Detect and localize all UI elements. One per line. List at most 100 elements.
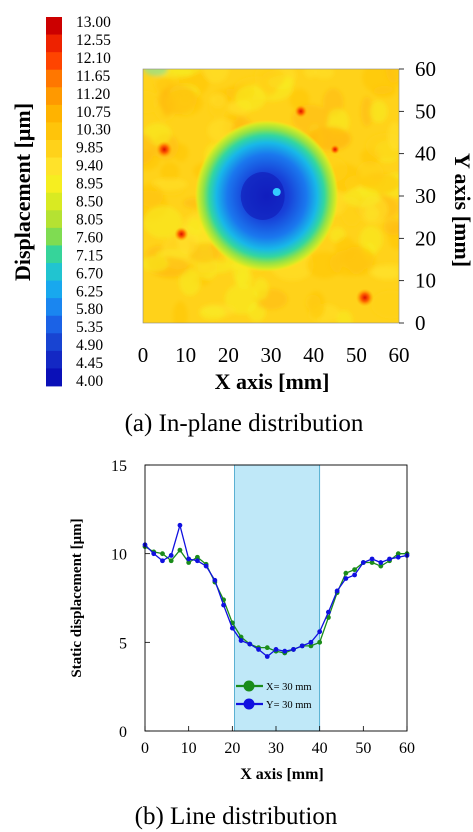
data-point bbox=[282, 648, 288, 654]
x-tick-label: 50 bbox=[355, 740, 371, 757]
legend-label: X= 30 mm bbox=[266, 682, 312, 693]
x-tick-label: 40 bbox=[312, 740, 328, 757]
colorbar-segment bbox=[46, 122, 62, 141]
data-point bbox=[317, 629, 323, 635]
heatmap-x-tick: 40 bbox=[303, 343, 324, 367]
line-chart-frame bbox=[144, 464, 408, 732]
texture-patch bbox=[314, 69, 334, 79]
colorbar-label: Displacement [μm] bbox=[10, 103, 35, 281]
data-point bbox=[317, 639, 323, 645]
colorbar-tick-label: 5.35 bbox=[76, 319, 103, 336]
hot-spot bbox=[355, 288, 374, 307]
data-point bbox=[264, 645, 270, 651]
y-tick-label: 5 bbox=[119, 635, 127, 652]
texture-patch bbox=[369, 264, 399, 280]
colorbar-segment bbox=[46, 368, 62, 387]
texture-patch bbox=[199, 305, 226, 321]
colorbar: 13.0012.5512.1011.6511.2010.7510.309.859… bbox=[46, 14, 111, 390]
colorbar-tick-label: 12.55 bbox=[76, 32, 111, 49]
colorbar-tick-label: 10.75 bbox=[76, 104, 111, 121]
heatmap-y-tick: 50 bbox=[415, 99, 436, 123]
colorbar-tick-label: 9.85 bbox=[76, 140, 103, 157]
colorbar-tick-label: 12.10 bbox=[76, 50, 111, 67]
colorbar-segment bbox=[46, 245, 62, 264]
heatmap-y-tick: 30 bbox=[415, 184, 436, 208]
texture-patch bbox=[202, 69, 229, 83]
data-point bbox=[308, 643, 314, 649]
texture-patch bbox=[306, 251, 343, 279]
caption-a: (a) In-plane distribution bbox=[125, 410, 364, 437]
data-point bbox=[186, 556, 192, 562]
heatmap-x-ticks: 0 10 20 30 40 50 60 bbox=[138, 343, 410, 367]
line-chart-y-axis-label: Static displacement [μm] bbox=[69, 518, 85, 677]
x-tick-label: 0 bbox=[141, 740, 149, 757]
colorbar-segment bbox=[46, 192, 62, 211]
data-point bbox=[203, 563, 209, 569]
data-point bbox=[343, 570, 349, 576]
data-point bbox=[160, 551, 165, 557]
data-point bbox=[151, 551, 157, 557]
colorbar-segment bbox=[46, 298, 62, 317]
heatmap-y-tick: 40 bbox=[415, 142, 436, 166]
colorbar-tick-label: 8.05 bbox=[76, 211, 103, 228]
texture-patch bbox=[362, 69, 399, 95]
texture-patch bbox=[143, 183, 164, 207]
colorbar-segment bbox=[46, 104, 62, 123]
colorbar-tick-label: 7.15 bbox=[76, 247, 103, 264]
heatmap-y-tick: 60 bbox=[415, 57, 436, 81]
heatmap-x-tick: 20 bbox=[218, 343, 239, 367]
data-point bbox=[395, 551, 401, 557]
texture-patch bbox=[151, 178, 188, 190]
y-tick-label: 10 bbox=[111, 547, 127, 564]
colorbar-tick-label: 6.70 bbox=[76, 265, 103, 282]
data-point bbox=[352, 572, 357, 578]
data-point bbox=[195, 558, 200, 564]
legend-marker bbox=[243, 680, 255, 692]
texture-patch bbox=[143, 205, 183, 239]
legend-label: Y= 30 mm bbox=[266, 700, 312, 711]
heatmap-x-tick: 0 bbox=[138, 343, 149, 367]
line-chart: 0 10 20 30 40 50 60 0 5 10 15 X= 30 mm Y= 30 mm bbox=[111, 458, 415, 757]
texture-patch bbox=[336, 310, 353, 323]
x-tick-label: 10 bbox=[181, 740, 197, 757]
colorbar-segment bbox=[46, 69, 62, 88]
x-tick-label: 60 bbox=[399, 740, 415, 757]
texture-patch bbox=[209, 100, 226, 118]
data-point bbox=[387, 556, 392, 562]
colorbar-segment bbox=[46, 157, 62, 176]
colorbar-tick-label: 11.20 bbox=[76, 86, 111, 103]
data-point bbox=[326, 609, 331, 615]
texture-patch bbox=[160, 162, 180, 182]
colorbar-segment bbox=[46, 87, 62, 106]
texture-patch bbox=[387, 121, 399, 151]
data-point bbox=[177, 547, 183, 553]
texture-patch bbox=[143, 90, 158, 114]
low-region-core bbox=[240, 172, 285, 220]
data-point bbox=[160, 558, 165, 564]
data-point bbox=[177, 522, 183, 528]
colorbar-tick-label: 13.00 bbox=[76, 14, 111, 31]
texture-patch bbox=[360, 96, 373, 127]
texture-patch bbox=[172, 301, 188, 323]
data-point bbox=[229, 625, 235, 631]
texture-patch bbox=[365, 133, 399, 160]
texture-patch bbox=[187, 217, 204, 236]
texture-patch bbox=[343, 187, 382, 208]
hot-spot bbox=[330, 144, 340, 155]
colorbar-tick-label: 6.25 bbox=[76, 283, 103, 300]
data-point bbox=[256, 647, 261, 652]
hot-spot bbox=[156, 141, 173, 158]
data-point bbox=[378, 563, 384, 569]
texture-patch bbox=[235, 85, 266, 111]
colorbar-segment bbox=[46, 227, 62, 246]
data-point bbox=[343, 576, 349, 581]
x-tick-label: 20 bbox=[224, 740, 240, 757]
data-point bbox=[247, 641, 253, 647]
legend-marker bbox=[243, 698, 255, 710]
heatmap-x-axis-label: X axis [mm] bbox=[215, 369, 330, 394]
heatmap-y-tick: 10 bbox=[415, 269, 436, 293]
heatmap-y-axis-label: Y axis [mm] bbox=[450, 153, 473, 267]
data-point bbox=[308, 639, 314, 645]
y-tick-label: 0 bbox=[119, 724, 127, 741]
heatmap-y-tick: 0 bbox=[415, 311, 426, 335]
